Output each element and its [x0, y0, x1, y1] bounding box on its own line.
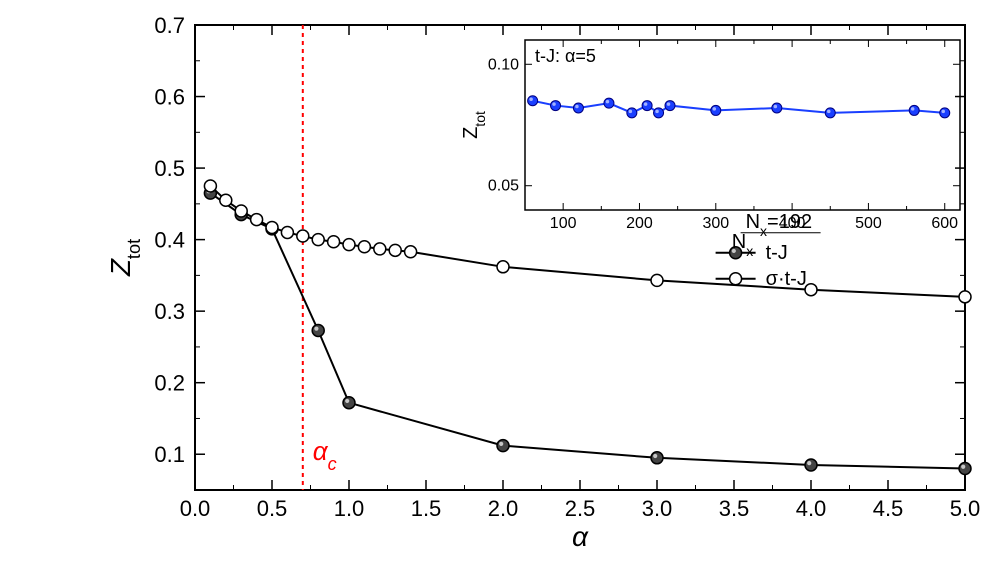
- legend-marker: [730, 273, 742, 285]
- inset-marker-hl: [774, 105, 778, 109]
- inset-marker: [825, 108, 835, 118]
- series-marker-t-J: [343, 397, 355, 409]
- y-axis-label: Ztot: [105, 239, 144, 277]
- series-marker-σ·t-J: [251, 214, 263, 226]
- series-marker-σ·t-J: [343, 239, 355, 251]
- inset-marker: [772, 103, 782, 113]
- y-tick-label: 0.1: [154, 442, 185, 467]
- series-marker-t-J-highlight: [653, 454, 657, 458]
- inset-y-label: Ztot: [460, 111, 488, 139]
- inset-marker: [665, 101, 675, 111]
- inset-y-tick-label: 0.05: [488, 178, 519, 195]
- legend-label: t-J: [766, 242, 788, 264]
- series-marker-σ·t-J: [297, 230, 309, 242]
- inset-marker-hl: [911, 107, 915, 111]
- x-axis-label: α: [572, 521, 589, 552]
- series-marker-t-J: [805, 459, 817, 471]
- series-marker-σ·t-J: [358, 241, 370, 253]
- inset-x-tick-label: 200: [626, 215, 653, 232]
- series-marker-σ·t-J: [235, 205, 247, 217]
- x-tick-label: 2.5: [565, 496, 596, 521]
- inset-x-tick-label: 300: [702, 215, 729, 232]
- x-tick-label: 1.0: [334, 496, 365, 521]
- inset-x-tick-label: 100: [550, 215, 577, 232]
- y-tick-label: 0.5: [154, 156, 185, 181]
- inset-marker: [604, 98, 614, 108]
- inset-marker-hl: [713, 107, 717, 111]
- series-marker-t-J-highlight: [807, 461, 811, 465]
- inset-marker-hl: [552, 102, 556, 106]
- inset-marker: [642, 101, 652, 111]
- inset-marker-hl: [655, 110, 659, 114]
- chart-svg: 0.0 0.5 1.0 1.5 2.0 2.5 3.0 3.5 4.0 4.5 5.0 0.1 0.2 0…: [0, 0, 1000, 563]
- y-tick-label: 0.7: [154, 13, 185, 38]
- series-marker-σ·t-J: [651, 274, 663, 286]
- series-marker-σ·t-J: [266, 221, 278, 233]
- series-marker-t-J-highlight: [314, 327, 318, 331]
- x-tick-label: 1.5: [411, 496, 442, 521]
- y-tick-label: 0.6: [154, 85, 185, 110]
- inset-marker-hl: [529, 97, 533, 101]
- series-marker-σ·t-J: [389, 244, 401, 256]
- series-marker-σ·t-J: [220, 194, 232, 206]
- series-marker-t-J: [312, 324, 324, 336]
- series-marker-t-J-highlight: [345, 399, 349, 403]
- inset-x-tick-label: 400: [779, 215, 806, 232]
- inset-x-tick-label: 600: [931, 215, 958, 232]
- inset-y-tick-label: 0.10: [488, 56, 519, 73]
- x-tick-label: 4.0: [796, 496, 827, 521]
- series-marker-σ·t-J: [959, 291, 971, 303]
- chart-container: 0.0 0.5 1.0 1.5 2.0 2.5 3.0 3.5 4.0 4.5 5.0 0.1 0.2 0…: [0, 0, 1000, 563]
- inset-marker-hl: [606, 100, 610, 104]
- y-tick-label: 0.4: [154, 228, 185, 253]
- inset-marker: [551, 101, 561, 111]
- inset-title: t-J: α=5: [535, 46, 596, 66]
- series-marker-σ·t-J: [374, 243, 386, 255]
- legend-label: σ·t-J: [766, 268, 807, 290]
- x-tick-label: 3.0: [642, 496, 673, 521]
- x-tick-label: 4.5: [873, 496, 904, 521]
- y-tick-label: 0.3: [154, 299, 185, 324]
- inset-marker: [909, 105, 919, 115]
- inset-marker-hl: [827, 110, 831, 114]
- inset-marker: [654, 108, 664, 118]
- inset-marker: [528, 96, 538, 106]
- x-tick-label: 3.5: [719, 496, 750, 521]
- inset-marker: [711, 105, 721, 115]
- inset-marker-hl: [629, 110, 633, 114]
- inset-marker: [940, 108, 950, 118]
- x-tick-label: 0.5: [257, 496, 288, 521]
- series-marker-t-J: [497, 440, 509, 452]
- inset-marker-hl: [644, 102, 648, 106]
- alpha-c-label: αc: [313, 436, 337, 474]
- inset-marker-hl: [667, 102, 671, 106]
- series-marker-t-J-highlight: [499, 442, 503, 446]
- series-marker-σ·t-J: [312, 234, 324, 246]
- inset-marker: [627, 108, 637, 118]
- series-marker-σ·t-J: [497, 261, 509, 273]
- x-tick-label: 2.0: [488, 496, 519, 521]
- inset-x-tick-label: 500: [855, 215, 882, 232]
- series-marker-t-J: [959, 463, 971, 475]
- y-tick-label: 0.2: [154, 371, 185, 396]
- series-marker-σ·t-J: [405, 246, 417, 258]
- inset-marker-hl: [941, 110, 945, 114]
- x-tick-label: 5.0: [950, 496, 981, 521]
- series-marker-t-J: [651, 452, 663, 464]
- series-marker-t-J-highlight: [961, 465, 965, 469]
- series-marker-σ·t-J: [281, 226, 293, 238]
- series-marker-σ·t-J: [204, 180, 216, 192]
- x-tick-label: 0.0: [180, 496, 211, 521]
- inset-marker: [573, 103, 583, 113]
- inset-marker-hl: [575, 105, 579, 109]
- series-marker-σ·t-J: [328, 236, 340, 248]
